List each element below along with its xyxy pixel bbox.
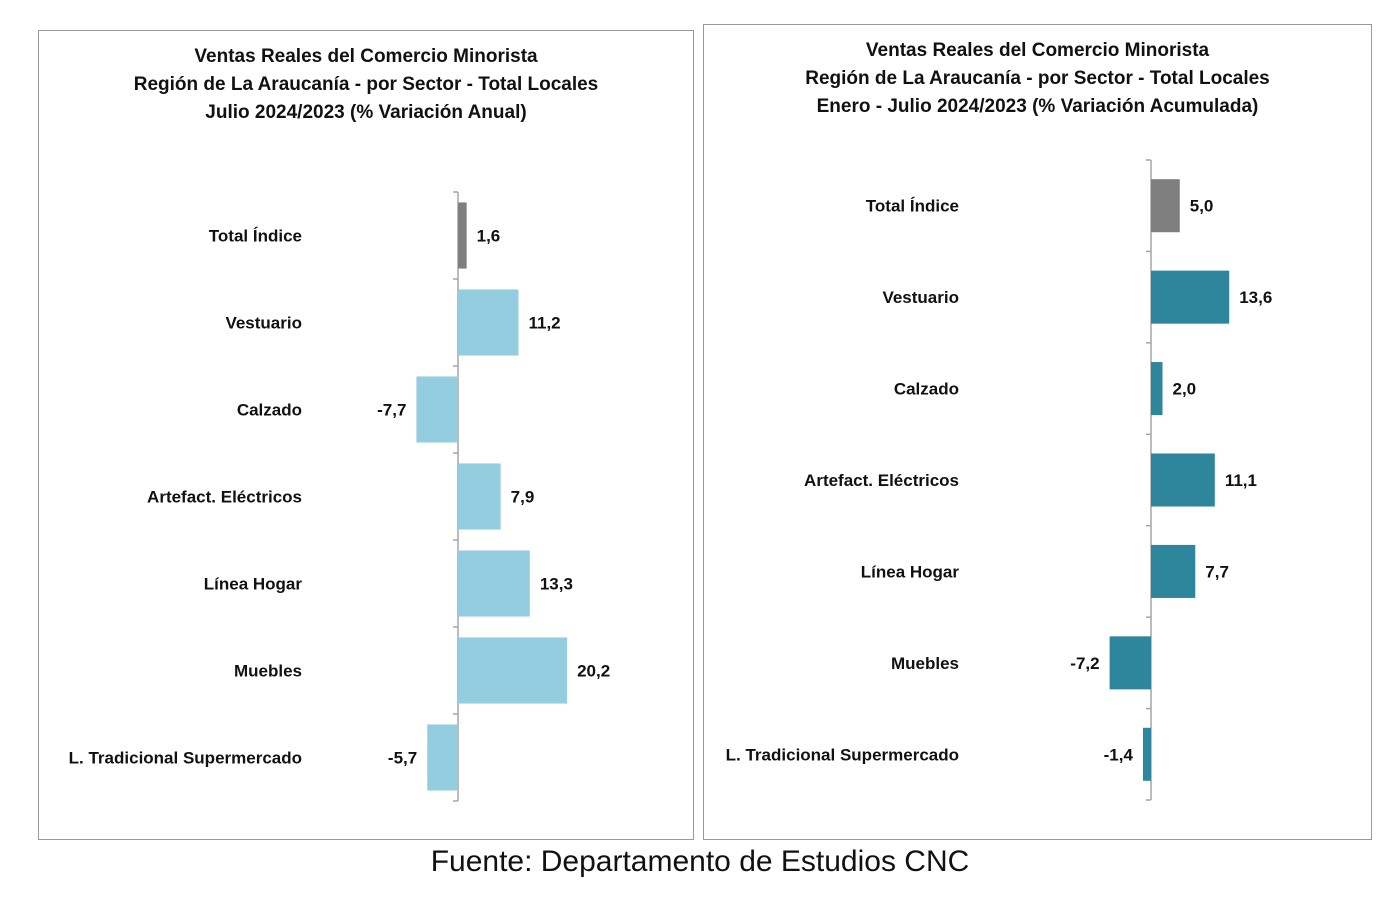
category-label: L. Tradicional Supermercado (69, 749, 302, 768)
chart-title-annual: Ventas Reales del Comercio Minorista Reg… (39, 43, 693, 127)
category-label: Total Índice (866, 197, 959, 216)
chart-title-line-3: Julio 2024/2023 (% Variación Anual) (205, 102, 527, 123)
category-label: Artefact. Eléctricos (804, 471, 959, 490)
bar-chart-annual: Total Índice 1,6 Vestuario 11,2 Calzado -7,7 A… (69, 191, 610, 802)
bar-chart-cumulative: Total Índice 5,0 Vestuario 13,6 Calzado 2,0 Ar… (726, 159, 1272, 801)
data-label: 13,3 (540, 575, 573, 594)
chart-panel-annual: Ventas Reales del Comercio Minorista Reg… (38, 30, 694, 840)
chart-title-line-2: Región de La Araucanía - por Sector - To… (805, 68, 1270, 89)
bar (458, 463, 501, 530)
chart-title-line-3: Enero - Julio 2024/2023 (% Variación Acu… (816, 96, 1259, 117)
bar (458, 550, 530, 617)
bar (1142, 727, 1151, 781)
data-label: 20,2 (577, 662, 610, 681)
bar (458, 637, 568, 704)
category-label: L. Tradicional Supermercado (726, 745, 959, 764)
bar (1151, 179, 1180, 233)
bar (1151, 362, 1163, 416)
category-label: Artefact. Eléctricos (147, 488, 302, 507)
category-label: Línea Hogar (861, 562, 960, 581)
data-label: -5,7 (388, 749, 417, 768)
chart-title-cumulative: Ventas Reales del Comercio Minorista Reg… (704, 37, 1371, 121)
bar (1151, 453, 1215, 507)
category-label: Línea Hogar (204, 575, 303, 594)
data-label: -7,7 (377, 401, 406, 420)
data-label: 11,1 (1225, 471, 1257, 490)
category-label: Muebles (891, 654, 959, 673)
category-label: Muebles (234, 662, 302, 681)
category-label: Total Índice (209, 227, 302, 246)
bar (416, 376, 458, 443)
data-label: -1,4 (1104, 745, 1134, 764)
bar (1151, 270, 1230, 324)
data-label: 1,6 (477, 227, 501, 246)
bar (458, 289, 519, 356)
chart-title-line-2: Región de La Araucanía - por Sector - To… (133, 74, 599, 95)
chart-title-line-1: Ventas Reales del Comercio Minorista (194, 46, 538, 67)
chart-title-line-1: Ventas Reales del Comercio Minorista (865, 40, 1210, 61)
bar (1109, 636, 1151, 690)
bar (1151, 544, 1196, 598)
data-label: -7,2 (1070, 654, 1099, 673)
data-label: 7,9 (511, 488, 535, 507)
category-label: Vestuario (882, 288, 959, 307)
data-label: 7,7 (1205, 562, 1229, 581)
data-label: 11,2 (528, 314, 560, 333)
chart-panel-cumulative: Ventas Reales del Comercio Minorista Reg… (703, 24, 1372, 840)
source-note: Fuente: Departamento de Estudios CNC (430, 845, 970, 878)
category-label: Calzado (894, 380, 959, 399)
bar (458, 202, 467, 269)
data-label: 13,6 (1239, 288, 1272, 307)
data-label: 2,0 (1173, 380, 1197, 399)
category-label: Vestuario (225, 314, 302, 333)
data-label: 5,0 (1190, 197, 1214, 216)
category-label: Calzado (237, 401, 302, 420)
bar (427, 724, 458, 791)
